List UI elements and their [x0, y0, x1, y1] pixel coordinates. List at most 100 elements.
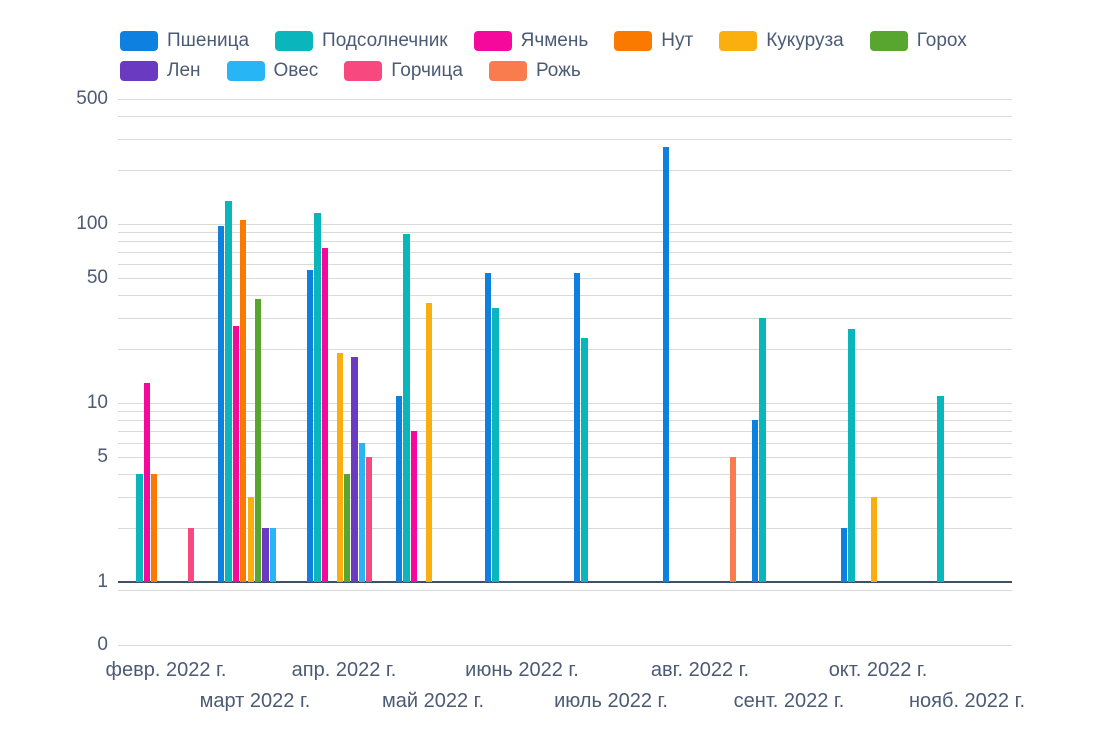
bar-series2-month1[interactable] — [232, 325, 239, 582]
legend-swatch — [473, 31, 512, 51]
bar-series3-month0[interactable] — [151, 474, 158, 582]
bar-series3-month1[interactable] — [240, 220, 247, 582]
bar-series1-month1[interactable] — [225, 200, 232, 582]
legend-item-5[interactable]: Горох — [869, 30, 967, 52]
bar-series1-month9[interactable] — [937, 395, 944, 582]
legend-item-6[interactable]: Лен — [120, 60, 201, 82]
bar-series0-month8[interactable] — [841, 528, 848, 582]
bar-series0-month1[interactable] — [218, 226, 225, 582]
bar-series8-month0[interactable] — [188, 528, 195, 582]
legend-swatch — [488, 61, 527, 81]
y-axis-label: 1 — [97, 571, 108, 592]
bar-series0-month3[interactable] — [396, 395, 403, 582]
gridline — [118, 645, 1012, 646]
gridline — [118, 528, 1012, 530]
bar-series4-month2[interactable] — [336, 353, 343, 582]
legend-label: Ячмень — [520, 30, 589, 51]
legend-label: Лен — [167, 60, 201, 81]
legend: Пшеница Подсолнечник Ячмень Нут Кукуруза Горо… — [120, 30, 1020, 90]
gridline — [118, 496, 1012, 498]
bar-series6-month2[interactable] — [351, 357, 358, 582]
bar-series0-month5[interactable] — [574, 273, 581, 582]
bar-series7-month1[interactable] — [269, 528, 276, 582]
gridline — [118, 430, 1012, 432]
bar-series0-month7[interactable] — [752, 420, 759, 582]
bar-series0-month2[interactable] — [307, 270, 314, 582]
gridline — [118, 232, 1012, 234]
gridline — [118, 590, 1012, 592]
bar-series1-month2[interactable] — [314, 213, 321, 582]
x-axis-label: март 2022 г. — [199, 690, 311, 712]
x-axis-label: февр. 2022 г. — [105, 659, 227, 681]
legend-swatch — [120, 31, 158, 51]
legend-item-1[interactable]: Подсолнечник — [275, 30, 448, 52]
legend-item-7[interactable]: Овес — [226, 60, 318, 82]
legend-swatch — [719, 31, 758, 51]
bar-series4-month1[interactable] — [247, 496, 254, 582]
legend-item-3[interactable]: Нут — [614, 30, 693, 52]
legend-label: Подсолнечник — [322, 30, 448, 51]
x-axis-label: нояб. 2022 г. — [908, 690, 1026, 712]
legend-item-2[interactable]: Ячмень — [473, 30, 589, 52]
bar-series2-month3[interactable] — [410, 430, 417, 582]
gridline — [118, 98, 1012, 100]
gridline — [118, 277, 1012, 279]
legend-row: Лен Овес Горчица Рожь — [120, 60, 1020, 82]
bar-series4-month8[interactable] — [870, 496, 877, 582]
x-axis-label: авг. 2022 г. — [650, 659, 750, 681]
bar-series5-month2[interactable] — [344, 474, 351, 582]
legend-label: Горох — [916, 30, 967, 51]
legend-swatch — [275, 31, 314, 51]
legend-swatch — [120, 61, 158, 81]
bar-series1-month0[interactable] — [136, 474, 143, 582]
y-axis-label: 50 — [86, 266, 108, 288]
gridline — [118, 263, 1012, 265]
bar-series1-month8[interactable] — [848, 328, 855, 582]
gridline — [118, 116, 1012, 118]
bar-series9-month6[interactable] — [729, 456, 736, 582]
legend-item-9[interactable]: Рожь — [488, 60, 581, 82]
gridline — [118, 170, 1012, 172]
gridline — [118, 403, 1012, 404]
y-axis-label: 100 — [76, 213, 108, 234]
x-axis-label: июль 2022 г. — [554, 690, 668, 712]
bar-series4-month3[interactable] — [425, 303, 432, 582]
legend-swatch — [226, 61, 265, 81]
y-axis-label: 5 — [97, 445, 108, 467]
gridline — [118, 474, 1012, 476]
bar-series1-month4[interactable] — [492, 307, 499, 582]
gridline — [118, 241, 1012, 243]
bar-series7-month2[interactable] — [358, 442, 365, 582]
legend-swatch — [614, 31, 653, 51]
legend-swatch — [869, 31, 908, 51]
legend-label: Пшеница — [167, 30, 250, 51]
bar-series6-month1[interactable] — [262, 528, 269, 582]
legend-item-0[interactable]: Пшеница — [120, 30, 249, 52]
bar-series2-month0[interactable] — [143, 382, 150, 582]
bar-series0-month6[interactable] — [663, 146, 670, 582]
bar-series0-month4[interactable] — [485, 273, 492, 582]
legend-swatch — [344, 61, 383, 81]
bar-series1-month5[interactable] — [581, 338, 588, 582]
legend-item-8[interactable]: Горчица — [344, 60, 463, 82]
y-axis-label: 10 — [86, 392, 108, 413]
gridline — [118, 456, 1012, 458]
bar-series2-month2[interactable] — [321, 248, 328, 582]
bar-series1-month7[interactable] — [759, 317, 766, 582]
bar-series8-month2[interactable] — [366, 456, 373, 582]
legend-item-4[interactable]: Кукуруза — [719, 30, 844, 52]
x-axis-label: май 2022 г. — [381, 690, 485, 712]
gridline — [118, 420, 1012, 422]
gridline — [118, 295, 1012, 297]
y-axis-zero-label: 0 — [97, 634, 108, 655]
bar-series5-month1[interactable] — [255, 299, 262, 582]
gridline — [118, 138, 1012, 140]
bar-series1-month3[interactable] — [403, 233, 410, 582]
legend-label: Нут — [661, 30, 694, 51]
gridline — [118, 317, 1012, 319]
gridline — [118, 411, 1012, 413]
gridline — [118, 442, 1012, 444]
y-axis-label: 500 — [76, 87, 108, 109]
x-axis-label: июнь 2022 г. — [465, 659, 579, 681]
